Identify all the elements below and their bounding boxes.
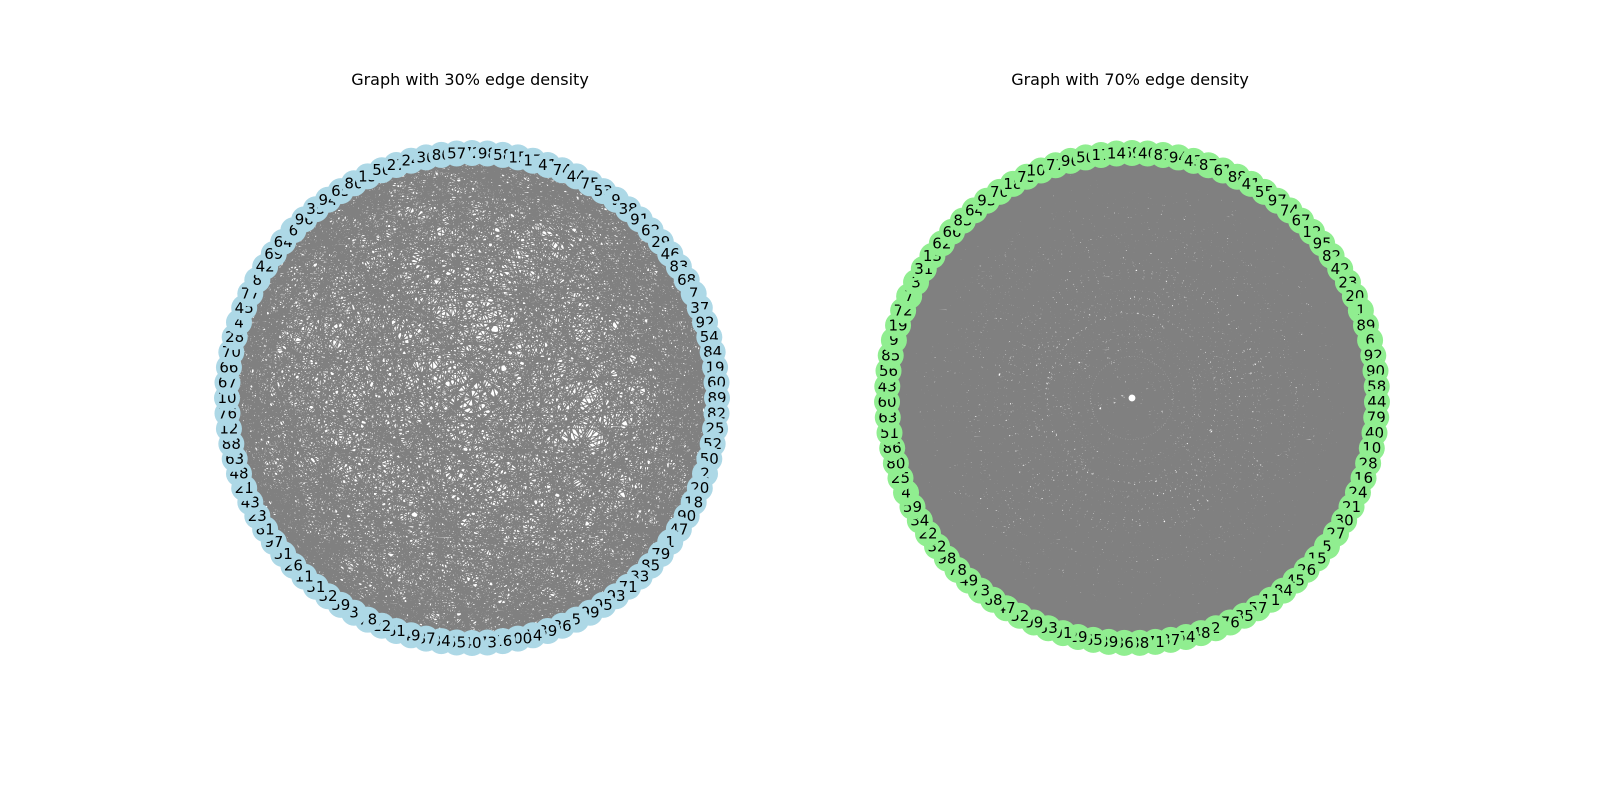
node-label: 3 — [911, 273, 921, 291]
node-circle — [1103, 140, 1130, 167]
node-circle — [443, 140, 470, 167]
node-label: 8 — [253, 271, 263, 289]
node-label: 5 — [572, 611, 582, 629]
node-label: 3 — [349, 604, 359, 622]
node-label: 1 — [1356, 302, 1366, 320]
node-label: 9 — [611, 191, 621, 209]
node-label: 6 — [289, 221, 299, 239]
node-label: 2 — [1211, 619, 1221, 637]
panel-title: Graph with 30% edge density — [351, 70, 589, 89]
node-label: 57 — [447, 144, 466, 162]
node-label: 9 — [889, 331, 899, 349]
node-label: 14 — [1107, 144, 1126, 162]
node-label: 6 — [1365, 331, 1375, 349]
node-label: 4 — [901, 484, 911, 502]
network-graph-70: 6946819443876188415597746712958242232018… — [874, 140, 1390, 656]
graph-panel-30: Graph with 30% edge density 72 98 58 15 17 41… — [120, 0, 820, 800]
network-graph-30: 7298581517417444755393891622946836873792… — [214, 140, 730, 656]
node-label: 2 — [700, 465, 710, 483]
panel-title: Graph with 70% edge density — [1011, 70, 1249, 89]
graph-panel-70: Graph with 70% edge density 69 46 81 94 43 87… — [780, 0, 1480, 800]
node-label: 1 — [665, 533, 675, 551]
node-label: 7 — [689, 285, 699, 303]
node-label: 7 — [904, 287, 914, 305]
node-label: 4 — [234, 313, 244, 331]
graph-node: 57 — [443, 140, 470, 167]
node-label: 5 — [1322, 537, 1332, 555]
graph-node: 14 — [1103, 140, 1130, 167]
